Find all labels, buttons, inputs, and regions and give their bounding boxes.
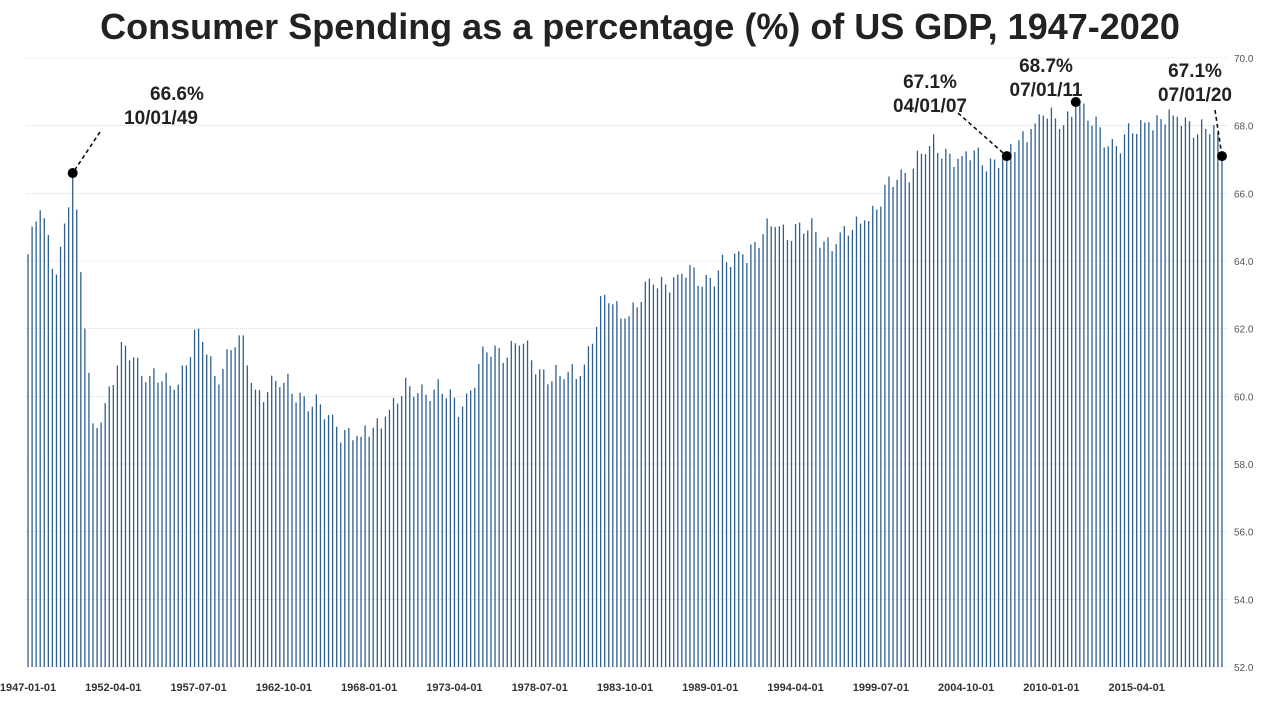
chart-title: Consumer Spending as a percentage (%) of… [100,6,1180,47]
annotation-date: 04/01/07 [893,96,967,117]
grid-lines [26,57,1228,668]
annotation-value: 67.1% [1168,61,1222,82]
x-axis-ticks: 1947-01-01 1952-04-01 1957-07-01 1962-10-01… [0,682,1165,694]
x-tick-label: 2010-01-01 [1023,682,1079,694]
annotation-date: 07/01/11 [1010,80,1083,101]
x-tick-label: 1989-01-01 [682,682,738,694]
x-tick-label: 1978-07-01 [512,682,568,694]
y-tick-label: 56.0 [1234,528,1254,539]
annotation-leader-line [72,131,101,174]
annotation-marker [1216,151,1227,162]
x-tick-label: 1994-04-01 [767,682,823,694]
x-tick-label: 1952-04-01 [85,682,141,694]
y-tick-label: 68.0 [1234,122,1254,133]
y-tick-label: 58.0 [1234,460,1254,471]
annotation-leader-line [1214,109,1223,157]
annotation-date: 10/01/49 [124,108,198,129]
annotation-marker [1001,151,1012,162]
x-tick-label: 1983-10-01 [597,682,653,694]
y-tick-label: 66.0 [1234,189,1254,200]
annotation-value: 66.6% [150,84,204,105]
y-tick-label: 62.0 [1234,325,1254,336]
x-tick-label: 2004-10-01 [938,682,994,694]
x-tick-label: 1999-07-01 [853,682,909,694]
x-tick-label: 1962-10-01 [256,682,312,694]
annotations: 66.6% 10/01/49 67.1% 04/01/07 68.7% 07/01/11 6… [67,56,1232,179]
annotation-marker [1070,96,1081,107]
x-tick-label: 1973-04-01 [426,682,482,694]
annotation-value: 68.7% [1019,56,1073,77]
annotation-leader-line [957,112,1008,157]
y-tick-label: 52.0 [1234,663,1254,674]
y-tick-label: 64.0 [1234,257,1254,268]
x-tick-label: 2015-04-01 [1109,682,1165,694]
y-tick-label: 70.0 [1234,54,1254,65]
y-tick-label: 54.0 [1234,595,1254,606]
annotation-value: 67.1% [903,72,957,93]
bar-series [27,101,1223,667]
y-axis-ticks: 52.0 54.0 56.0 58.0 60.0 62.0 64.0 66.0 68.0 70.0 [1234,54,1254,674]
x-tick-label: 1957-07-01 [170,682,226,694]
x-tick-label: 1947-01-01 [0,682,56,694]
annotation-marker [67,168,78,179]
annotation-date: 07/01/20 [1158,85,1232,106]
y-tick-label: 60.0 [1234,392,1254,403]
x-tick-label: 1968-01-01 [341,682,397,694]
